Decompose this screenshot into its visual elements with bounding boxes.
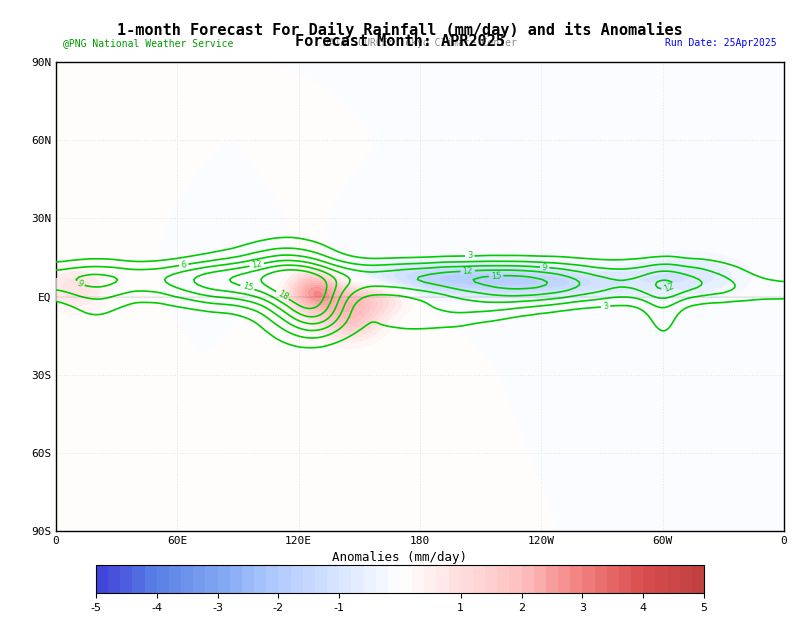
Text: 12: 12 [462,266,473,276]
Text: 1-month Forecast For Daily Rainfall (mm/day) and its Anomalies: 1-month Forecast For Daily Rainfall (mm/… [117,22,683,38]
Text: 12: 12 [662,282,675,294]
Text: 15: 15 [490,271,502,281]
Text: 6: 6 [181,260,187,269]
Text: Forecast Month: APR2025: Forecast Month: APR2025 [295,34,505,49]
Text: 3: 3 [602,302,609,311]
Title: Anomalies (mm/day): Anomalies (mm/day) [333,551,467,564]
Text: Run Date: 25Apr2025: Run Date: 25Apr2025 [665,38,777,48]
Text: 9: 9 [76,278,85,289]
Text: 9: 9 [542,263,548,272]
Text: 15: 15 [241,282,254,294]
Text: 12: 12 [250,260,262,270]
Text: @PNG National Weather Service: @PNG National Weather Service [63,38,234,48]
Text: 18: 18 [276,289,290,302]
Text: DATA SOURCE: Tokyo Climate Center: DATA SOURCE: Tokyo Climate Center [323,38,517,48]
Text: 3: 3 [467,252,473,260]
